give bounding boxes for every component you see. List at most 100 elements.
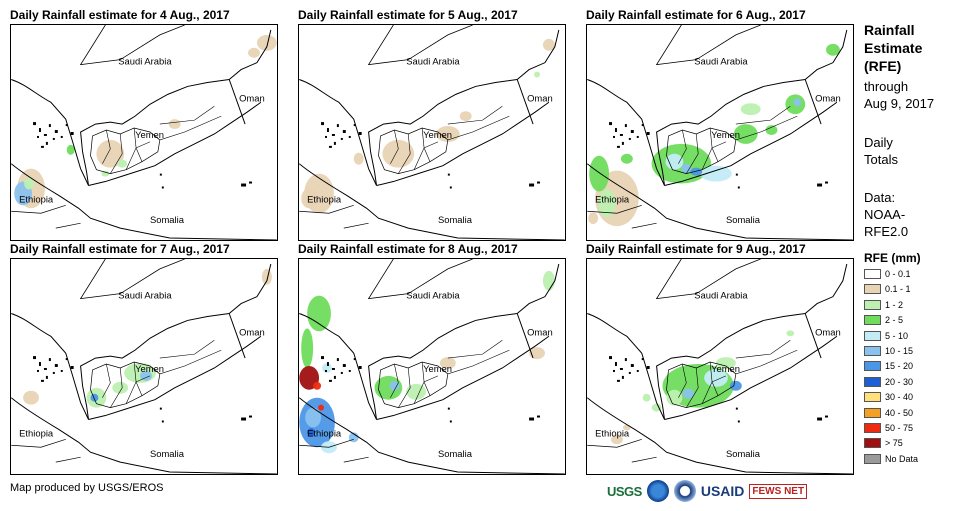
legend-label: No Data	[885, 453, 919, 464]
boundaries: Saudi Arabia Oman Yemen Ethiopia Somalia	[11, 259, 277, 474]
svg-text:Oman: Oman	[239, 92, 265, 103]
legend-swatch	[864, 407, 881, 418]
boundaries: Saudi Arabia Oman Yemen Ethiopia Somalia	[11, 25, 277, 240]
svg-text:Saudi Arabia: Saudi Arabia	[118, 56, 172, 67]
svg-text:Yemen: Yemen	[711, 129, 740, 140]
credit-text: Map produced by USGS/EROS	[10, 482, 164, 494]
legend-swatch	[864, 315, 881, 326]
legend-label: 15 - 20	[885, 361, 914, 372]
legend-item: 40 - 50	[864, 407, 913, 419]
legend-swatch	[864, 423, 881, 433]
sidebar-data-label: Data:	[864, 190, 896, 205]
map-panel-aug5: Saudi Arabia Oman Yemen Ethiopia Somalia	[298, 24, 566, 241]
legend-label: 5 - 10	[885, 330, 909, 341]
rainfall-areas	[611, 330, 795, 445]
legend-swatch	[864, 346, 881, 356]
legend-swatch	[864, 438, 881, 449]
svg-text:Somalia: Somalia	[726, 214, 761, 225]
logo-strip: USGS USAID FEWS NET	[607, 478, 808, 504]
svg-text:Yemen: Yemen	[423, 363, 452, 374]
map-panel-aug4: Saudi Arabia Oman Yemen Ethiopia Somalia	[10, 24, 278, 241]
boundaries: Saudi Arabia Oman Yemen Ethiopia Somalia	[587, 25, 853, 240]
legend-label: 0.1 - 1	[885, 284, 911, 295]
legend-swatch	[864, 453, 881, 464]
rainfall-areas	[299, 270, 555, 454]
legend-item: 0.1 - 1	[864, 283, 911, 295]
legend-swatch	[864, 269, 881, 279]
legend-label: 50 - 75	[885, 423, 914, 433]
svg-text:Oman: Oman	[815, 92, 841, 103]
sidebar-date: Aug 9, 2017	[864, 96, 935, 111]
panel-title-aug8: Daily Rainfall estimate for 8 Aug., 2017	[298, 242, 518, 256]
legend-label: 20 - 30	[885, 376, 914, 387]
map-panel-aug8: Saudi Arabia Oman Yemen Ethiopia Somalia	[298, 258, 566, 475]
legend-swatch	[864, 330, 881, 341]
svg-text:Yemen: Yemen	[423, 129, 452, 140]
legend-label: 40 - 50	[885, 407, 914, 418]
legend-item: 30 - 40	[864, 391, 913, 403]
svg-text:Yemen: Yemen	[135, 363, 164, 374]
sidebar-title-line1: Rainfall	[864, 22, 915, 38]
panel-title-aug6: Daily Rainfall estimate for 6 Aug., 2017	[586, 8, 806, 22]
legend-item: > 75	[864, 437, 903, 449]
rainfall-areas	[14, 34, 277, 209]
map-panel-aug7: Saudi Arabia Oman Yemen Ethiopia Somalia	[10, 258, 278, 475]
panel-title-aug4: Daily Rainfall estimate for 4 Aug., 2017	[10, 8, 230, 22]
map-panel-aug6: Saudi Arabia Oman Yemen Ethiopia Somalia	[586, 24, 854, 241]
legend-swatch	[864, 284, 881, 295]
rainfall-areas	[23, 268, 272, 408]
legend-swatch	[864, 361, 881, 372]
legend-swatch	[864, 392, 881, 403]
panel-title-aug7: Daily Rainfall estimate for 7 Aug., 2017	[10, 242, 230, 256]
legend-label: > 75	[885, 438, 903, 449]
svg-text:Oman: Oman	[815, 326, 841, 337]
svg-text:Ethiopia: Ethiopia	[307, 427, 342, 438]
map-panel-aug9: Saudi Arabia Oman Yemen Ethiopia Somalia	[586, 258, 854, 475]
legend-label: 2 - 5	[885, 315, 904, 326]
sidebar-data-source-1: NOAA-	[864, 207, 906, 222]
svg-text:Somalia: Somalia	[726, 448, 761, 459]
sidebar-data-source-2: RFE2.0	[864, 224, 909, 239]
svg-text:Oman: Oman	[527, 92, 553, 103]
svg-text:Somalia: Somalia	[438, 214, 473, 225]
legend-item: 0 - 0.1	[864, 268, 911, 280]
sidebar-daily: Daily	[864, 135, 893, 150]
svg-text:Yemen: Yemen	[711, 363, 740, 374]
fews-net-logo: FEWS NET	[749, 483, 808, 499]
svg-text:Yemen: Yemen	[135, 129, 164, 140]
legend-label: 1 - 2	[885, 299, 904, 310]
sidebar-title-line3: (RFE)	[864, 58, 902, 74]
sidebar-title-line2: Estimate	[864, 40, 923, 56]
legend-label: 10 - 15	[885, 346, 914, 356]
svg-text:Oman: Oman	[527, 326, 553, 337]
svg-text:Saudi Arabia: Saudi Arabia	[406, 290, 460, 301]
svg-text:Saudi Arabia: Saudi Arabia	[118, 290, 172, 301]
legend-title: RFE (mm)	[864, 251, 921, 265]
legend-swatch	[864, 376, 881, 387]
boundaries: Saudi Arabia Oman Yemen Ethiopia Somalia	[299, 25, 565, 240]
usaid-logo: USAID	[700, 483, 745, 499]
legend-item: 1 - 2	[864, 299, 903, 311]
panel-title-aug5: Daily Rainfall estimate for 5 Aug., 2017	[298, 8, 518, 22]
svg-text:Saudi Arabia: Saudi Arabia	[406, 56, 460, 67]
boundaries: Saudi Arabia Oman Yemen Ethiopia Somalia	[587, 259, 853, 474]
legend-item: 10 - 15	[864, 345, 913, 357]
svg-text:Ethiopia: Ethiopia	[19, 427, 54, 438]
legend-item: 5 - 10	[864, 330, 908, 342]
legend-item: 15 - 20	[864, 360, 913, 372]
svg-text:Somalia: Somalia	[438, 448, 473, 459]
svg-text:Ethiopia: Ethiopia	[595, 427, 630, 438]
nasa-seal-logo	[673, 480, 696, 502]
svg-text:Somalia: Somalia	[150, 448, 185, 459]
svg-text:Saudi Arabia: Saudi Arabia	[694, 290, 748, 301]
svg-text:Ethiopia: Ethiopia	[19, 193, 54, 204]
usgs-logo: USGS	[607, 483, 642, 499]
noaa-logo	[646, 480, 669, 502]
svg-text:Ethiopia: Ethiopia	[595, 193, 630, 204]
svg-text:Oman: Oman	[239, 326, 265, 337]
legend-label: 0 - 0.1	[885, 269, 911, 279]
svg-text:Saudi Arabia: Saudi Arabia	[694, 56, 748, 67]
legend-label: 30 - 40	[885, 392, 914, 403]
legend-item: 50 - 75	[864, 422, 913, 434]
legend-item: 2 - 5	[864, 314, 903, 326]
